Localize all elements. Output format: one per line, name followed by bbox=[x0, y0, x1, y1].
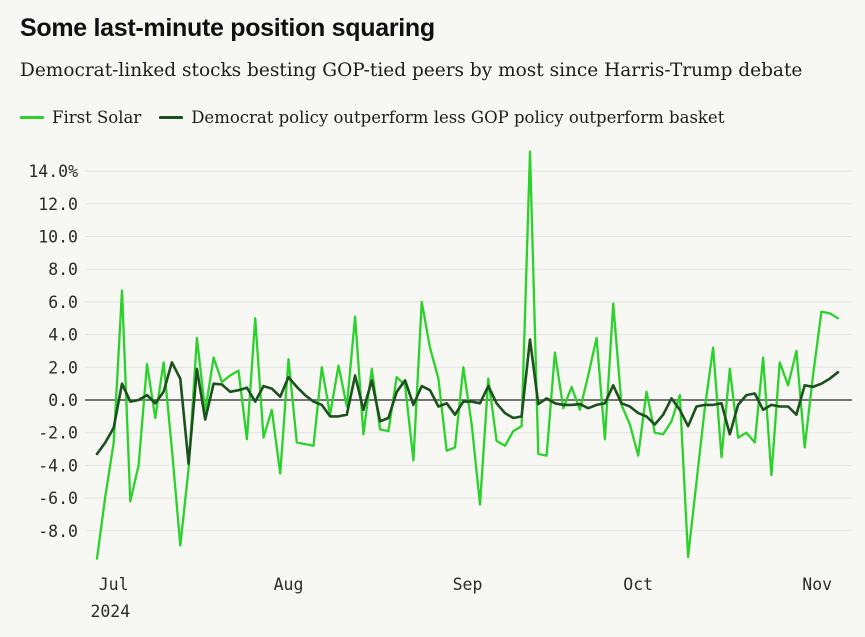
legend-swatch-basket bbox=[159, 115, 184, 120]
x-tick-label: Oct bbox=[623, 575, 653, 594]
chart-title: Some last-minute position squaring bbox=[20, 14, 435, 42]
y-tick-label: 2.0 bbox=[48, 358, 78, 377]
legend-swatch-first-solar bbox=[20, 115, 44, 120]
chart-canvas: 14.0% 12.0 10.0 8.0 6.0 4.0 2.0 0.0 -2.0 -4.0 -6.0… bbox=[28, 150, 852, 621]
series-line-first-solar bbox=[95, 150, 840, 560]
y-tick-label: 6.0 bbox=[48, 293, 78, 312]
y-tick-label: -4.0 bbox=[38, 456, 78, 475]
chart-area: 14.0% 12.0 10.0 8.0 6.0 4.0 2.0 0.0 -2.0 -4.0 -6.0… bbox=[0, 140, 865, 632]
y-tick-label: 10.0 bbox=[38, 228, 78, 247]
x-year-label: 2024 bbox=[90, 602, 130, 621]
x-tick-label: Nov bbox=[802, 575, 832, 594]
y-tick-label: 8.0 bbox=[48, 260, 78, 279]
series-line-basket bbox=[95, 338, 840, 466]
y-tick-label: 0.0 bbox=[48, 391, 78, 410]
y-tick-label: -2.0 bbox=[38, 424, 78, 443]
y-tick-label: 4.0 bbox=[48, 326, 78, 345]
legend-label-basket: Democrat policy outperform less GOP poli… bbox=[191, 108, 725, 127]
x-tick-label: Sep bbox=[453, 575, 483, 594]
legend-item-basket: Democrat policy outperform less GOP poli… bbox=[159, 108, 724, 127]
y-tick-label: 12.0 bbox=[38, 195, 78, 214]
legend-label-first-solar: First Solar bbox=[52, 108, 142, 127]
legend-item-first-solar: First Solar bbox=[20, 108, 141, 127]
y-tick-label: 14.0% bbox=[28, 162, 78, 181]
legend: First Solar Democrat policy outperform l… bbox=[20, 108, 724, 127]
y-tick-label: -6.0 bbox=[38, 489, 78, 508]
y-tick-label: -8.0 bbox=[38, 522, 78, 541]
x-tick-label: Jul bbox=[99, 575, 129, 594]
x-tick-label: Aug bbox=[274, 575, 304, 594]
chart-subtitle: Democrat-linked stocks besting GOP-tied … bbox=[20, 60, 803, 81]
